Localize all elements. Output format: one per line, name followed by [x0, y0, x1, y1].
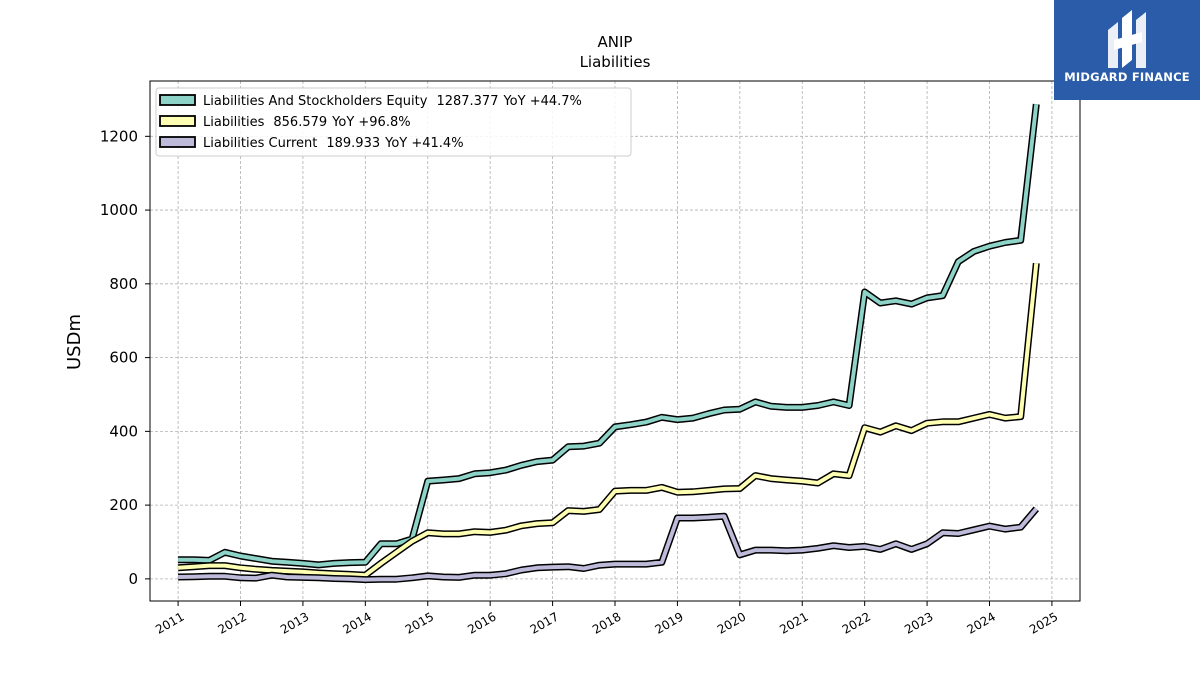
- legend-latest-value: 1287.377: [436, 94, 498, 109]
- gridlines: [150, 81, 1080, 601]
- series-layer: [177, 103, 1040, 584]
- series-1: [178, 103, 1040, 569]
- legend-box: [155, 87, 632, 157]
- x-tick-label: 2025: [1027, 609, 1060, 636]
- x-tick-label: 2016: [465, 609, 498, 636]
- legend-latest-value: 189.933: [326, 136, 380, 151]
- legend-entry: Liabilities Current 189.933 YoY +41.4%: [203, 136, 464, 151]
- series-2: [177, 262, 1040, 579]
- series-3: [178, 506, 1039, 584]
- y-tick-label: 800: [109, 275, 138, 293]
- y-tick-label: 400: [109, 422, 138, 440]
- brand-logo: MIDGARD FINANCE: [1054, 0, 1200, 100]
- y-tick-label: 0: [128, 570, 138, 588]
- x-tick-label: 2021: [777, 609, 810, 636]
- y-tick-label: 200: [109, 496, 138, 514]
- chart-title: ANIP: [598, 33, 633, 51]
- x-tick-label: 2024: [965, 609, 998, 636]
- axis-ticks: 2011 2012 2013 2014 2015 2016 2017 2018 2019 2020…: [100, 127, 1061, 637]
- brand-name: MIDGARD FINANCE: [1064, 70, 1190, 84]
- x-tick-label: 2013: [278, 609, 311, 636]
- x-tick-label: 2015: [403, 609, 436, 636]
- y-axis-label: USDm: [64, 314, 85, 370]
- series-line: [178, 103, 1039, 567]
- legend-yoy: YoY +96.8%: [331, 115, 410, 130]
- legend-series-name: Liabilities Current: [203, 136, 317, 151]
- legend-entry: Liabilities 856.579 YoY +96.8%: [203, 115, 411, 130]
- series-line: [178, 507, 1038, 582]
- legend-swatch: [159, 136, 196, 148]
- series-line: [177, 262, 1039, 578]
- chart-subtitle: Liabilities: [580, 53, 651, 71]
- x-tick-label: 2023: [902, 609, 935, 636]
- legend-swatch: [159, 115, 196, 127]
- legend-swatch: [159, 94, 196, 106]
- x-tick-label: 2018: [590, 609, 623, 636]
- x-tick-label: 2012: [216, 609, 249, 636]
- midgard-logo-icon: [1108, 10, 1146, 68]
- legend-entry: Liabilities And Stockholders Equity 1287.…: [203, 94, 582, 109]
- legend-series-name: Liabilities: [203, 115, 265, 130]
- legend-latest-value: 856.579: [273, 115, 327, 130]
- y-tick-label: 600: [109, 349, 138, 367]
- x-tick-label: 2014: [340, 609, 373, 636]
- x-tick-label: 2020: [715, 609, 748, 636]
- y-tick-label: 1200: [100, 127, 138, 145]
- x-tick-label: 2019: [652, 609, 685, 636]
- legend: Liabilities And Stockholders Equity 1287.…: [155, 87, 632, 157]
- x-tick-label: 2011: [153, 609, 186, 636]
- y-tick-label: 1000: [100, 201, 138, 219]
- legend-yoy: YoY +41.4%: [384, 136, 463, 151]
- legend-yoy: YoY +44.7%: [502, 94, 581, 109]
- series-line-outline: [177, 262, 1040, 579]
- x-tick-label: 2022: [840, 609, 873, 636]
- x-tick-label: 2017: [528, 609, 561, 636]
- legend-series-name: Liabilities And Stockholders Equity: [203, 94, 428, 109]
